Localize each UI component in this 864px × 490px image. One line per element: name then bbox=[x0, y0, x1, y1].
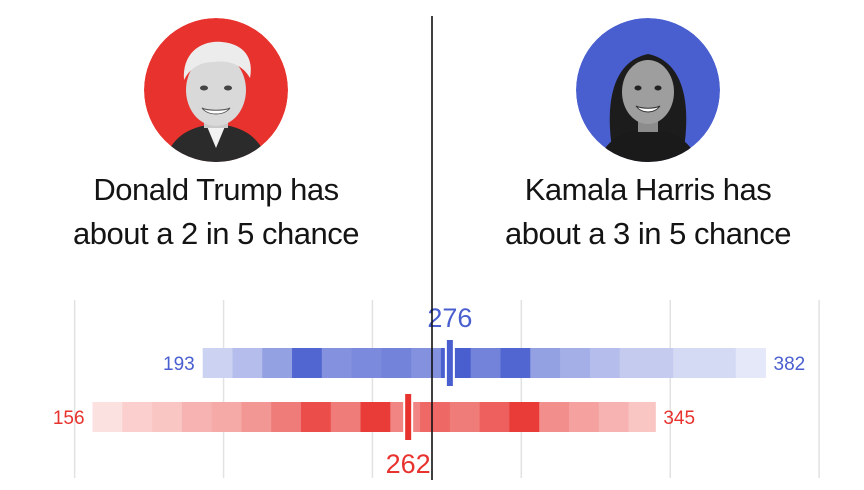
trump-bin-6 bbox=[271, 402, 302, 432]
trump-median-label: 262 bbox=[386, 449, 431, 479]
trump-bin-11 bbox=[420, 402, 451, 432]
trump-low-label: 156 bbox=[53, 408, 85, 429]
trump-bin-12 bbox=[449, 402, 481, 432]
harris-bin-13 bbox=[589, 348, 621, 378]
trump-bin-17 bbox=[598, 402, 630, 432]
harris-bin-4 bbox=[321, 348, 353, 378]
harris-bin-11 bbox=[530, 348, 561, 378]
harris-high-label: 382 bbox=[774, 354, 806, 375]
trump-bin-7 bbox=[300, 402, 332, 432]
trump-bin-18 bbox=[628, 402, 656, 432]
harris-bin-3 bbox=[292, 348, 323, 378]
trump-bin-1 bbox=[122, 402, 153, 432]
trump-portrait bbox=[144, 18, 288, 162]
harris-bin-9 bbox=[470, 348, 501, 378]
trump-bin-15 bbox=[539, 402, 570, 432]
harris-median-label: 276 bbox=[427, 303, 472, 333]
trump-headline: Donald Trump has about a 2 in 5 chance bbox=[0, 168, 432, 256]
trump-headline-line1: Donald Trump has bbox=[93, 172, 339, 207]
harris-bin-14 bbox=[619, 348, 674, 378]
trump-bin-13 bbox=[479, 402, 510, 432]
trump-bin-8 bbox=[330, 402, 362, 432]
harris-median-marker bbox=[446, 340, 453, 386]
harris-headline: Kamala Harris has about a 3 in 5 chance bbox=[432, 168, 864, 256]
harris-headline-line1: Kamala Harris has bbox=[524, 172, 772, 207]
harris-headline-line2: about a 3 in 5 chance bbox=[505, 216, 791, 251]
trump-bin-5 bbox=[241, 402, 272, 432]
trump-bin-0 bbox=[92, 402, 123, 432]
trump-high-label: 345 bbox=[663, 408, 695, 429]
harris-bin-6 bbox=[381, 348, 412, 378]
harris-portrait bbox=[576, 18, 720, 162]
trump-headline-line2: about a 2 in 5 chance bbox=[73, 216, 359, 251]
trump-bin-2 bbox=[152, 402, 183, 432]
harris-bin-7 bbox=[411, 348, 442, 378]
trump-bin-4 bbox=[211, 402, 242, 432]
harris-bin-12 bbox=[560, 348, 591, 378]
harris-low-label: 193 bbox=[163, 354, 195, 375]
trump-panel: Donald Trump has about a 2 in 5 chance bbox=[0, 0, 432, 260]
harris-bin-0 bbox=[202, 348, 233, 378]
harris-bin-10 bbox=[500, 348, 531, 378]
trump-bin-3 bbox=[181, 402, 213, 432]
trump-bin-16 bbox=[568, 402, 600, 432]
harris-bin-2 bbox=[262, 348, 293, 378]
trump-bin-14 bbox=[509, 402, 540, 432]
harris-panel: Kamala Harris has about a 3 in 5 chance bbox=[432, 0, 864, 260]
harris-bin-1 bbox=[232, 348, 263, 378]
trump-median-marker bbox=[405, 394, 412, 440]
harris-bin-15 bbox=[673, 348, 737, 378]
harris-bin-5 bbox=[351, 348, 382, 378]
harris-bin-16 bbox=[735, 348, 767, 378]
trump-bin-9 bbox=[360, 402, 391, 432]
